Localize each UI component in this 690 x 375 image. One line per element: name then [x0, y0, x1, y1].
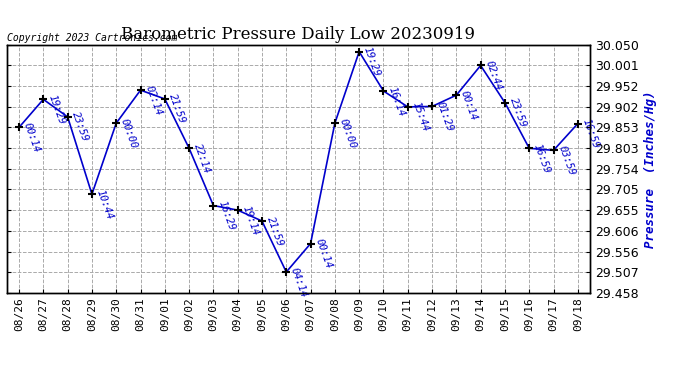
- Text: 16:29: 16:29: [216, 200, 236, 232]
- Text: 03:59: 03:59: [556, 144, 576, 177]
- Text: 10:44: 10:44: [95, 188, 115, 221]
- Text: 19:29: 19:29: [362, 45, 382, 78]
- Text: 15:44: 15:44: [411, 100, 431, 134]
- Text: 02:44: 02:44: [484, 59, 504, 92]
- Text: 16:59: 16:59: [580, 117, 601, 150]
- Text: 22:14: 22:14: [192, 142, 212, 175]
- Y-axis label: Pressure  (Inches/Hg): Pressure (Inches/Hg): [644, 90, 658, 248]
- Text: 04:14: 04:14: [289, 266, 309, 298]
- Text: 00:14: 00:14: [459, 89, 479, 122]
- Text: 16:14: 16:14: [386, 85, 406, 118]
- Text: 00:14: 00:14: [313, 237, 333, 270]
- Text: 16:59: 16:59: [532, 142, 552, 175]
- Text: 21:59: 21:59: [265, 215, 285, 248]
- Text: 01:29: 01:29: [435, 100, 455, 133]
- Title: Barometric Pressure Daily Low 20230919: Barometric Pressure Daily Low 20230919: [121, 27, 475, 44]
- Text: 19:14: 19:14: [241, 204, 261, 237]
- Text: 19:29: 19:29: [46, 93, 66, 126]
- Text: 23:59: 23:59: [508, 96, 528, 129]
- Text: 00:00: 00:00: [119, 117, 139, 150]
- Text: 02:14: 02:14: [144, 84, 164, 117]
- Text: 23:59: 23:59: [70, 111, 90, 144]
- Text: 21:59: 21:59: [168, 93, 188, 126]
- Text: Copyright 2023 Cartronics.com: Copyright 2023 Cartronics.com: [7, 33, 177, 42]
- Text: 00:14: 00:14: [22, 121, 42, 154]
- Text: 00:00: 00:00: [337, 117, 357, 150]
